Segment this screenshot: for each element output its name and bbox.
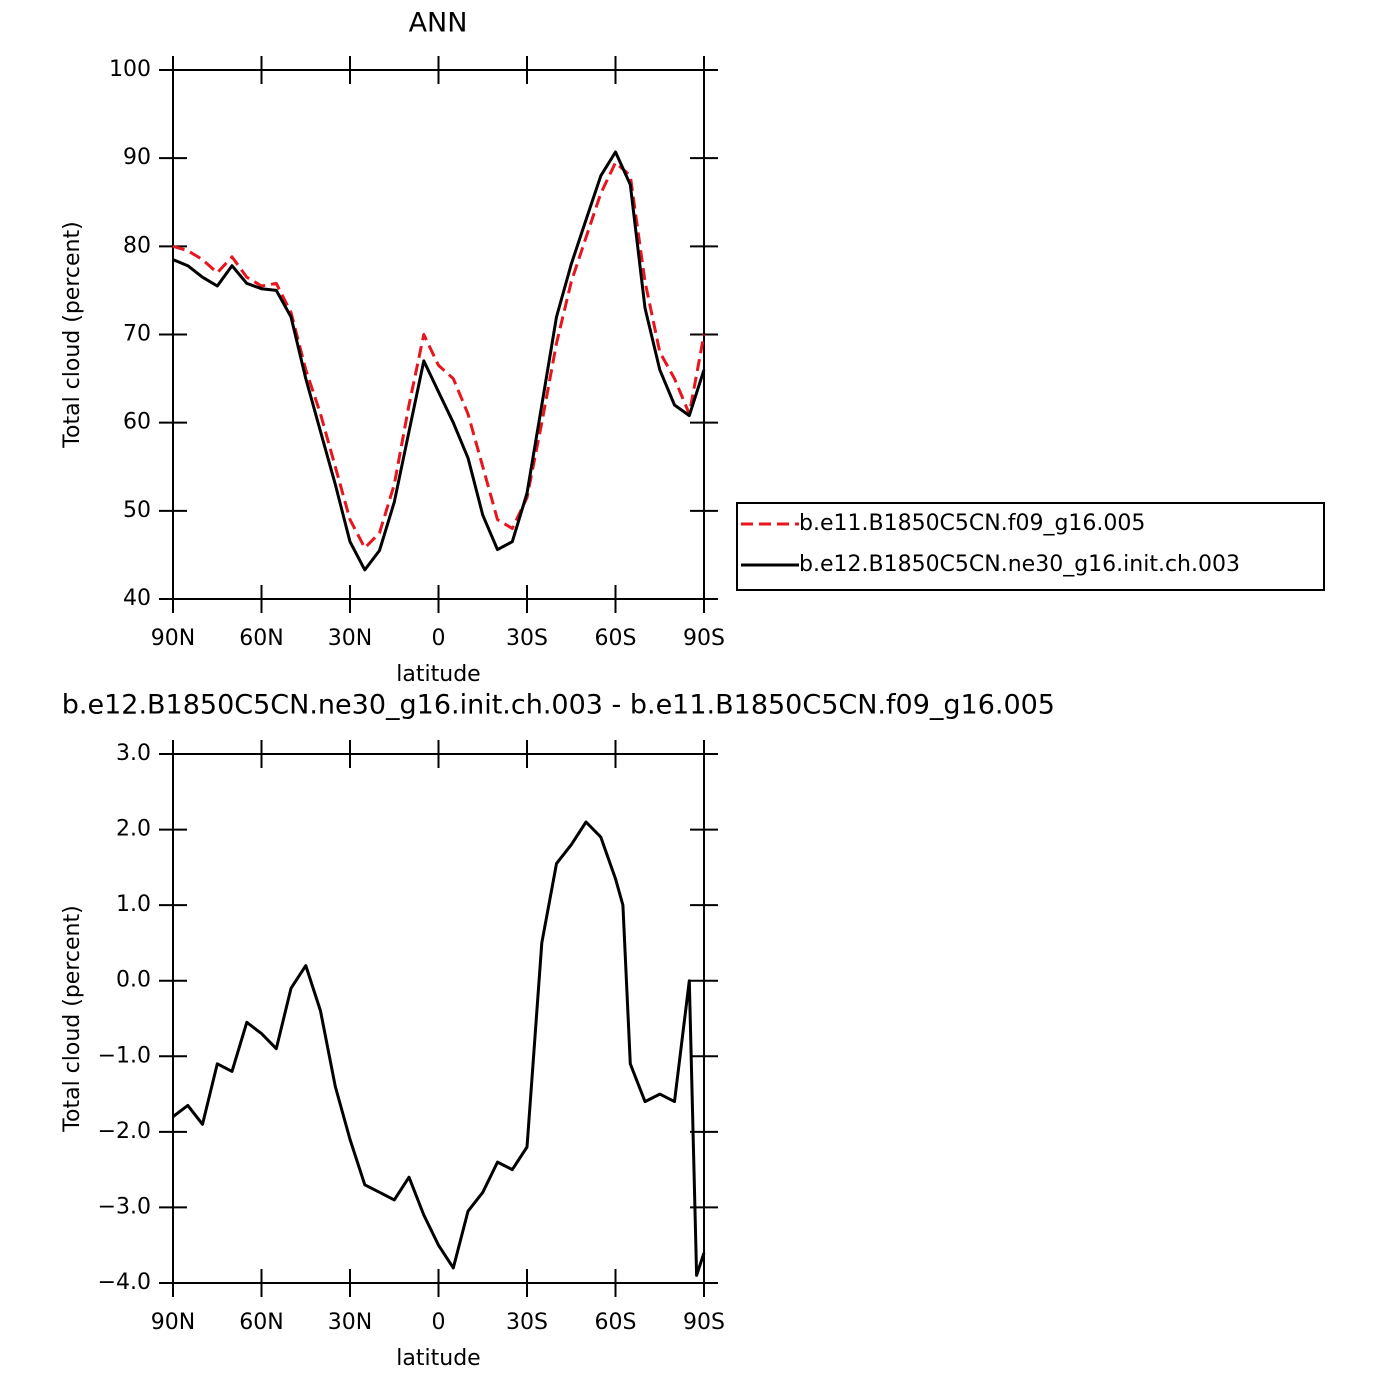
x-axis-label: latitude <box>396 662 480 687</box>
y-tick-label: −2.0 <box>98 1119 151 1144</box>
x-tick-label: 90S <box>683 626 725 651</box>
x-tick-label: 30N <box>328 1310 372 1335</box>
legend-box <box>736 502 1325 591</box>
y-axis-label: Total cloud (percent) <box>60 221 85 448</box>
x-tick-label: 0 <box>432 1310 446 1335</box>
y-tick-label: 50 <box>123 498 151 523</box>
x-tick-label: 90N <box>151 626 195 651</box>
y-tick-label: 70 <box>123 322 151 347</box>
y-tick-label: 80 <box>123 233 151 258</box>
plot-frame <box>172 69 705 600</box>
x-tick-label: 60S <box>595 1310 637 1335</box>
x-tick-label: 30N <box>328 626 372 651</box>
y-tick-label: 40 <box>123 586 151 611</box>
y-tick-label: 0.0 <box>116 968 151 993</box>
y-tick-label: −3.0 <box>98 1194 151 1219</box>
chart-title: ANN <box>409 8 468 39</box>
x-tick-label: 90S <box>683 1310 725 1335</box>
y-tick-label: 1.0 <box>116 892 151 917</box>
chart-title: b.e12.B1850C5CN.ne30_g16.init.ch.003 - b… <box>62 690 1055 721</box>
y-tick-label: −4.0 <box>98 1270 151 1295</box>
y-tick-label: 100 <box>109 57 151 82</box>
x-axis-label: latitude <box>396 1346 480 1371</box>
x-tick-label: 60S <box>595 626 637 651</box>
data-line <box>172 820 706 1277</box>
y-tick-label: 2.0 <box>116 817 151 842</box>
data-line <box>172 161 706 550</box>
y-axis-label: Total cloud (percent) <box>60 905 85 1132</box>
y-tick-label: −1.0 <box>98 1043 151 1068</box>
x-tick-label: 0 <box>432 626 446 651</box>
x-tick-label: 30S <box>506 626 548 651</box>
y-tick-label: 3.0 <box>116 741 151 766</box>
legend-label: b.e11.B1850C5CN.f09_g16.005 <box>799 511 1145 536</box>
x-tick-label: 30S <box>506 1310 548 1335</box>
legend-label: b.e12.B1850C5CN.ne30_g16.init.ch.003 <box>799 552 1240 577</box>
x-tick-label: 60N <box>239 1310 283 1335</box>
data-line <box>172 150 706 572</box>
y-tick-label: 60 <box>123 410 151 435</box>
plot-frame <box>172 753 705 1284</box>
y-tick-label: 90 <box>123 145 151 170</box>
x-tick-label: 90N <box>151 1310 195 1335</box>
x-tick-label: 60N <box>239 626 283 651</box>
